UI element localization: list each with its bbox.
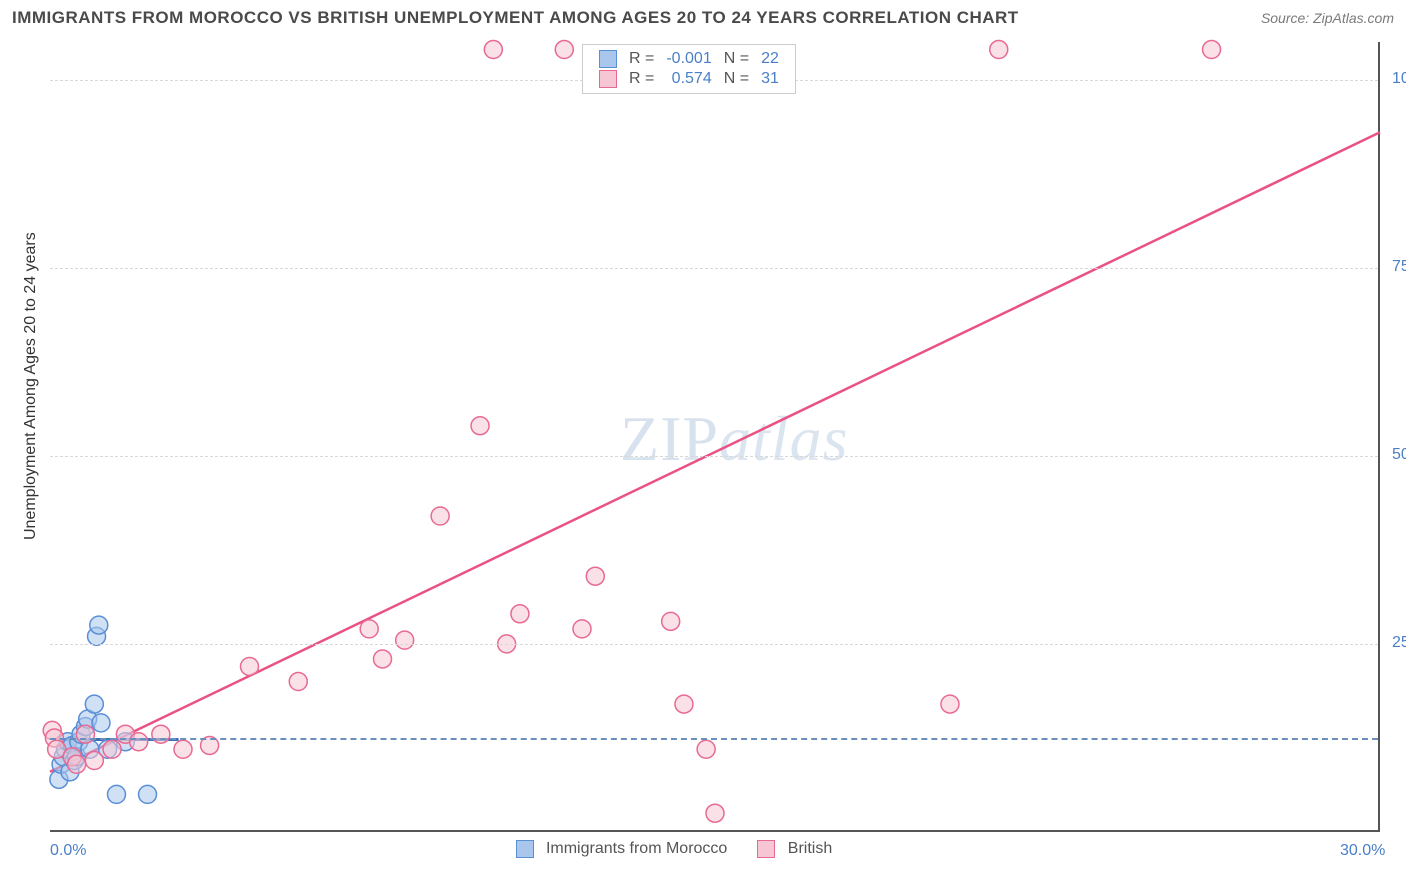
series-b-label: British bbox=[788, 840, 832, 857]
x-tick-label: 30.0% bbox=[1340, 842, 1385, 860]
legend-item-a: Immigrants from Morocco bbox=[516, 840, 728, 858]
data-point bbox=[85, 752, 103, 770]
y-tick-label: 100.0% bbox=[1392, 70, 1406, 88]
data-point bbox=[471, 417, 489, 435]
data-point bbox=[484, 41, 502, 59]
y-tick-label: 75.0% bbox=[1392, 258, 1406, 276]
scatter-plot-area: ZIPatlas bbox=[50, 42, 1380, 832]
data-point bbox=[396, 631, 414, 649]
data-point bbox=[697, 740, 715, 758]
legend-item-b: British bbox=[757, 840, 832, 858]
data-point bbox=[555, 41, 573, 59]
data-point bbox=[675, 695, 693, 713]
n-label: N = bbox=[718, 49, 755, 69]
data-point bbox=[68, 755, 86, 773]
data-point bbox=[103, 740, 121, 758]
data-point bbox=[76, 725, 94, 743]
data-point bbox=[360, 620, 378, 638]
data-point bbox=[139, 785, 157, 803]
data-point bbox=[85, 695, 103, 713]
data-point bbox=[90, 616, 108, 634]
data-point bbox=[662, 612, 680, 630]
data-point bbox=[586, 567, 604, 585]
y-axis-label: Unemployment Among Ages 20 to 24 years bbox=[22, 232, 40, 540]
series-b-swatch bbox=[599, 70, 617, 88]
data-point bbox=[152, 725, 170, 743]
series-b-swatch bbox=[757, 840, 775, 858]
y-tick-label: 50.0% bbox=[1392, 446, 1406, 464]
series-a-swatch bbox=[516, 840, 534, 858]
series-a-label: Immigrants from Morocco bbox=[546, 840, 727, 857]
average-reference-line bbox=[50, 738, 1378, 740]
data-point bbox=[92, 714, 110, 732]
series-a-n-value: 22 bbox=[755, 49, 785, 69]
chart-title: IMMIGRANTS FROM MOROCCO VS BRITISH UNEMP… bbox=[12, 8, 1019, 28]
data-point bbox=[130, 733, 148, 751]
source-attribution: Source: ZipAtlas.com bbox=[1261, 10, 1394, 26]
data-point bbox=[174, 740, 192, 758]
data-point bbox=[573, 620, 591, 638]
series-b-r-value: 0.574 bbox=[660, 69, 717, 89]
series-b-n-value: 31 bbox=[755, 69, 785, 89]
x-tick-label: 0.0% bbox=[50, 842, 86, 860]
series-a-swatch bbox=[599, 50, 617, 68]
data-point bbox=[990, 41, 1008, 59]
data-point bbox=[374, 650, 392, 668]
data-point bbox=[108, 785, 126, 803]
data-point bbox=[941, 695, 959, 713]
data-point bbox=[1203, 41, 1221, 59]
data-point bbox=[511, 605, 529, 623]
data-point bbox=[241, 657, 259, 675]
data-point bbox=[706, 804, 724, 822]
r-label: R = bbox=[623, 49, 660, 69]
series-legend: Immigrants from Morocco British bbox=[516, 840, 833, 858]
series-a-r-value: -0.001 bbox=[660, 49, 717, 69]
data-point bbox=[431, 507, 449, 525]
data-point bbox=[289, 673, 307, 691]
correlation-legend: R = -0.001 N = 22 R = 0.574 N = 31 bbox=[582, 44, 796, 94]
y-tick-label: 25.0% bbox=[1392, 634, 1406, 652]
